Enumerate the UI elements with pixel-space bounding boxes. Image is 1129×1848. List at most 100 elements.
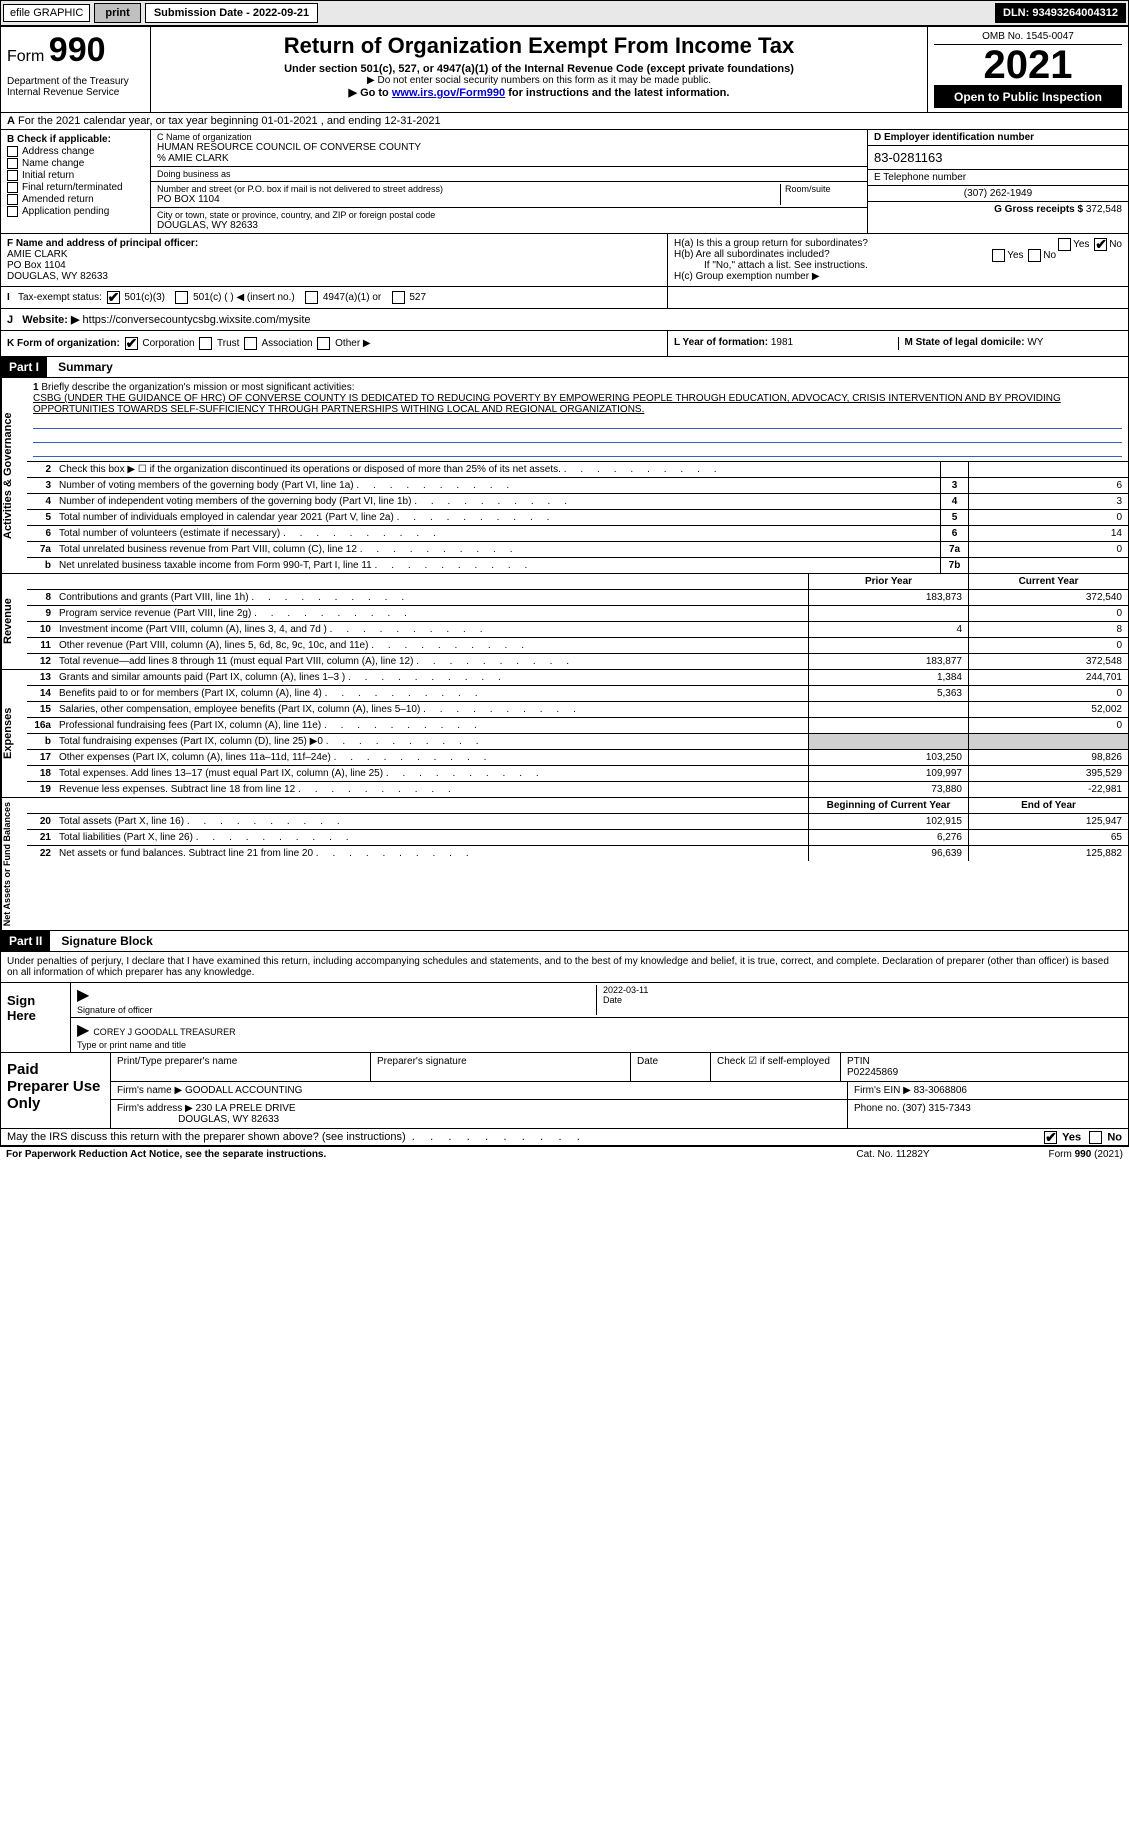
chk-address-change[interactable] [7, 146, 18, 157]
data-row: 10Investment income (Part VIII, column (… [27, 622, 1128, 638]
discuss-no[interactable] [1089, 1131, 1102, 1144]
dept-label: Department of the Treasury Internal Reve… [7, 76, 144, 98]
firm-ein: 83-3068806 [914, 1085, 967, 1096]
net-header: Beginning of Current Year End of Year [27, 798, 1128, 814]
tab-net-assets: Net Assets or Fund Balances [1, 798, 27, 930]
chk-name-change[interactable] [7, 158, 18, 169]
data-row: 9Program service revenue (Part VIII, lin… [27, 606, 1128, 622]
ptin-label: PTIN [847, 1056, 870, 1067]
section-expenses: Expenses 13Grants and similar amounts pa… [1, 670, 1128, 798]
l-year-label: L Year of formation: [674, 337, 768, 348]
section-net-assets: Net Assets or Fund Balances Beginning of… [1, 798, 1128, 931]
h-c: H(c) Group exemption number ▶ [674, 271, 1122, 282]
chk-501c[interactable] [175, 291, 188, 304]
sig-date-label: Date [603, 995, 622, 1005]
tax-year: 2021 [934, 45, 1122, 86]
part1-badge: Part I [1, 357, 47, 377]
chk-amended[interactable] [7, 194, 18, 205]
submission-date: Submission Date - 2022-09-21 [145, 3, 318, 23]
discuss-yes[interactable] [1044, 1131, 1057, 1144]
col-c: C Name of organization HUMAN RESOURCE CO… [151, 130, 868, 233]
tab-governance: Activities & Governance [1, 378, 27, 573]
sig-date: 2022-03-11 [603, 985, 648, 995]
state-domicile: WY [1027, 337, 1043, 348]
data-row: bTotal fundraising expenses (Part IX, co… [27, 734, 1128, 750]
street-label: Number and street (or P.O. box if mail i… [157, 184, 776, 194]
part2-badge: Part II [1, 931, 50, 951]
firm-addr-label: Firm's address ▶ [117, 1103, 193, 1114]
chk-4947[interactable] [305, 291, 318, 304]
part2-header: Part II Signature Block [1, 931, 1128, 952]
f-label: F Name and address of principal officer: [7, 238, 198, 249]
f-cell: F Name and address of principal officer:… [1, 234, 668, 286]
part1-label: Summary [50, 360, 113, 374]
city-label: City or town, state or province, country… [157, 210, 861, 220]
chk-corp[interactable] [125, 337, 138, 350]
data-row: 20Total assets (Part X, line 16)102,9151… [27, 814, 1128, 830]
gov-row: 3Number of voting members of the governi… [27, 478, 1128, 494]
gross-label: G Gross receipts $ [994, 204, 1083, 215]
org-name: HUMAN RESOURCE COUNCIL OF CONVERSE COUNT… [157, 142, 861, 153]
hdr-beginning: Beginning of Current Year [808, 798, 968, 813]
m-state-label: M State of legal domicile: [905, 337, 1025, 348]
ha-yes[interactable] [1058, 238, 1071, 251]
hb-yes[interactable] [992, 249, 1005, 262]
tab-expenses: Expenses [1, 670, 27, 797]
ha-no[interactable] [1094, 238, 1107, 251]
chk-application-pending[interactable] [7, 206, 18, 217]
chk-other[interactable] [317, 337, 330, 350]
data-row: 22Net assets or fund balances. Subtract … [27, 846, 1128, 861]
gov-row: 5Total number of individuals employed in… [27, 510, 1128, 526]
phone-label: E Telephone number [874, 172, 966, 183]
prep-sig-label: Preparer's signature [371, 1053, 631, 1081]
chk-final-return[interactable] [7, 182, 18, 193]
print-button[interactable]: print [94, 3, 140, 23]
chk-trust[interactable] [199, 337, 212, 350]
mission-label: Briefly describe the organization's miss… [41, 382, 354, 393]
firm-phone: (307) 315-7343 [902, 1103, 970, 1114]
tab-revenue: Revenue [1, 574, 27, 669]
hdr-current-year: Current Year [968, 574, 1128, 589]
firm-addr2: DOUGLAS, WY 82633 [178, 1114, 279, 1125]
sig-officer-label: Signature of officer [77, 1005, 152, 1015]
paid-label: Paid Preparer Use Only [1, 1053, 111, 1128]
hdr-prior-year: Prior Year [808, 574, 968, 589]
phone: (307) 262-1949 [868, 186, 1128, 202]
data-row: 14Benefits paid to or for members (Part … [27, 686, 1128, 702]
discuss-question: May the IRS discuss this return with the… [7, 1131, 406, 1143]
gov-row: 7aTotal unrelated business revenue from … [27, 542, 1128, 558]
data-row: 8Contributions and grants (Part VIII, li… [27, 590, 1128, 606]
chk-527[interactable] [392, 291, 405, 304]
footer-right: Form 990 (2021) [963, 1149, 1123, 1160]
form-subtitle-1: Under section 501(c), 527, or 4947(a)(1)… [157, 63, 921, 75]
dln: DLN: 93493264004312 [995, 3, 1126, 23]
officer-name: AMIE CLARK [7, 249, 68, 260]
form-frame: Form 990 Department of the Treasury Inte… [0, 26, 1129, 1147]
section-revenue: Revenue Prior Year Current Year 8Contrib… [1, 574, 1128, 670]
form-number: Form 990 [7, 31, 144, 70]
chk-initial-return[interactable] [7, 170, 18, 181]
data-row: 17Other expenses (Part IX, column (A), l… [27, 750, 1128, 766]
officer-sig-name: COREY J GOODALL TREASURER [93, 1027, 235, 1037]
part2-label: Signature Block [53, 934, 152, 948]
data-row: 12Total revenue—add lines 8 through 11 (… [27, 654, 1128, 669]
mission-block: 1 Briefly describe the organization's mi… [27, 378, 1128, 462]
chk-assoc[interactable] [244, 337, 257, 350]
firm-addr1: 230 LA PRELE DRIVE [196, 1103, 296, 1114]
col-b: B Check if applicable: Address change Na… [1, 130, 151, 233]
block-fh: F Name and address of principal officer:… [1, 234, 1128, 287]
chk-501c3[interactable] [107, 291, 120, 304]
sign-here-label: Sign Here [1, 983, 71, 1052]
row-i: I Tax-exempt status: 501(c)(3) 501(c) ( … [1, 287, 1128, 309]
hb-no[interactable] [1028, 249, 1041, 262]
irs-link[interactable]: www.irs.gov/Form990 [392, 87, 505, 99]
penalty-statement: Under penalties of perjury, I declare th… [1, 952, 1128, 983]
officer-addr1: PO Box 1104 [7, 260, 66, 271]
form-title: Return of Organization Exempt From Incom… [157, 33, 921, 59]
c-name-label: C Name of organization [157, 132, 861, 142]
hdr-end: End of Year [968, 798, 1128, 813]
data-row: 18Total expenses. Add lines 13–17 (must … [27, 766, 1128, 782]
year-formation: 1981 [771, 337, 793, 348]
care-of: % AMIE CLARK [157, 153, 861, 164]
data-row: 11Other revenue (Part VIII, column (A), … [27, 638, 1128, 654]
